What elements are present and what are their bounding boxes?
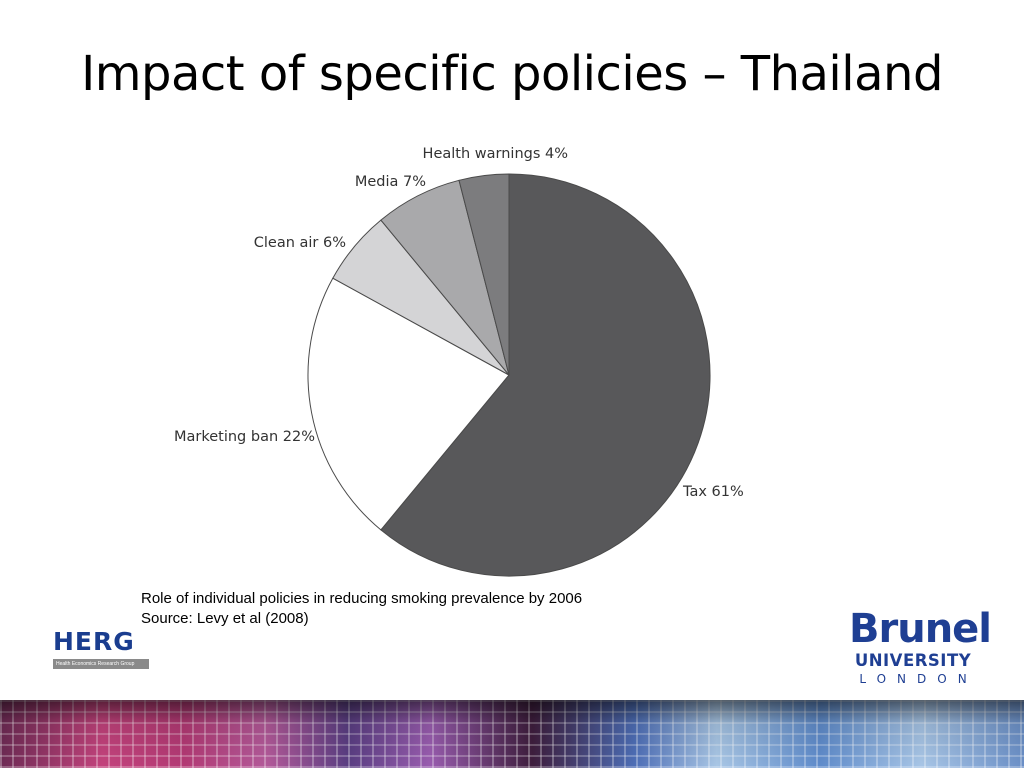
herg-logo: HERG Health Economics Research Group bbox=[53, 628, 149, 672]
herg-logo-text: HERG bbox=[53, 627, 135, 656]
slide-title: Impact of specific policies – Thailand bbox=[81, 46, 943, 102]
pie-slice-health-warnings bbox=[458, 173, 510, 376]
caption-line-1: Role of individual policies in reducing … bbox=[141, 590, 583, 607]
pie-label-media: Media 7% bbox=[355, 174, 426, 190]
pie-label-marketing-ban: Marketing ban 22% bbox=[174, 429, 315, 445]
pie-label-clean-air: Clean air 6% bbox=[254, 235, 346, 251]
pie-chart: Tax 61% Marketing ban 22% Clean air 6% Medi… bbox=[174, 146, 744, 577]
chart-caption: Role of individual policies in reducing … bbox=[141, 589, 582, 629]
brunel-logo-city: LONDON bbox=[859, 672, 978, 686]
pie-label-health-warnings: Health warnings 4% bbox=[423, 146, 568, 162]
pie-label-tax: Tax 61% bbox=[682, 484, 744, 500]
herg-logo-subtitle: Health Economics Research Group bbox=[53, 659, 149, 669]
pie-slice-tax bbox=[380, 173, 711, 577]
brunel-logo-university: UNIVERSITY bbox=[854, 651, 972, 670]
footer-shade bbox=[0, 700, 1024, 768]
caption-source: Source: Levy et al (2008) bbox=[141, 610, 309, 627]
pie-slice-marketing-ban bbox=[307, 277, 510, 531]
decorative-footer-band bbox=[0, 700, 1024, 768]
brunel-logo-name: Brunel bbox=[849, 606, 992, 652]
brunel-university-logo: Brunel UNIVERSITY LONDON bbox=[849, 606, 992, 688]
